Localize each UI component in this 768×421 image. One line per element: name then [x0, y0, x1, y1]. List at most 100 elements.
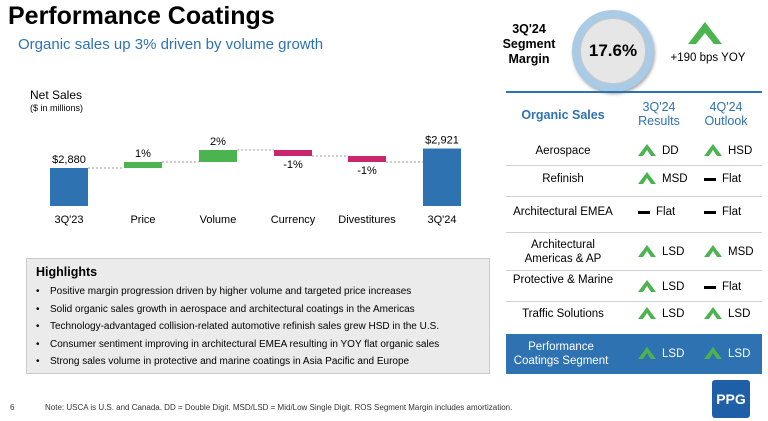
bar-Price — [124, 162, 162, 168]
table-cell-text: HSD — [728, 145, 753, 157]
up-chevron-icon — [638, 244, 656, 260]
table-cell-outlook: MSD — [704, 244, 754, 260]
table-cell-text: MSD — [728, 246, 754, 258]
table-cell-outlook: Flat — [704, 204, 741, 220]
ppg-logo: PPG — [712, 380, 750, 418]
bar-Currency — [274, 150, 312, 156]
category-label: Divestitures — [338, 214, 396, 226]
bullet-icon: • — [36, 338, 40, 350]
table-row-name: Protective & Marine — [512, 274, 614, 286]
table-row-name: Performance Coatings Segment — [513, 341, 609, 367]
up-chevron-icon — [704, 346, 722, 362]
table-cell-text: Flat — [656, 206, 676, 218]
table-cell-text: Flat — [722, 206, 742, 218]
up-chevron-icon — [704, 244, 722, 260]
row-divider — [506, 195, 762, 197]
bar-3Q'23 — [50, 168, 88, 206]
table-row-name: Traffic Solutions — [522, 308, 604, 320]
organic-sales-header: Organic Sales — [521, 108, 605, 122]
up-chevron-icon — [638, 143, 656, 159]
row-divider — [506, 232, 762, 233]
bullet-icon: • — [36, 356, 40, 367]
up-chevron-icon — [638, 346, 656, 362]
table-cell-text: DD — [662, 145, 679, 157]
up-chevron-icon — [638, 171, 656, 187]
table-cell-text: LSD — [662, 281, 685, 293]
table-row-name: Refinish — [542, 173, 584, 185]
table-cell-text: Flat — [722, 281, 742, 293]
table-cell-text: LSD — [662, 246, 685, 258]
page-title: Performance Coatings — [8, 2, 275, 30]
highlight-text: Strong sales volume in protective and ma… — [50, 356, 410, 367]
chart-subtitle: ($ in millions) — [30, 103, 83, 113]
table-cell-results: LSD — [638, 279, 684, 295]
up-chevron-icon — [688, 22, 722, 44]
data-label: $2,921 — [425, 135, 459, 147]
table-cell-results: MSD — [638, 171, 688, 187]
highlight-text: Consumer sentiment improving in architec… — [50, 338, 440, 350]
table-row-name: Aerospace — [535, 145, 591, 157]
table-cell-outlook: HSD — [704, 143, 752, 159]
up-chevron-icon — [704, 306, 722, 322]
highlights-title: Highlights — [36, 265, 98, 279]
highlight-item: • Technology-advantaged collision-related… — [36, 321, 439, 332]
flat-dash-icon — [638, 210, 650, 214]
up-chevron-icon — [638, 306, 656, 322]
table-cell-outlook: LSD — [704, 346, 750, 362]
table-cell-outlook: Flat — [704, 171, 741, 187]
flat-dash-icon — [704, 210, 716, 214]
table-cell-text: MSD — [662, 173, 688, 185]
net-sales-waterfall-chart: Net Sales ($ in millions) $2,880 3Q'23 1% P… — [30, 88, 461, 226]
data-label: -1% — [283, 159, 303, 171]
table-header-rule — [506, 91, 762, 93]
outlook-column-header: 4Q'24 Outlook — [704, 100, 748, 128]
up-chevron-icon — [704, 143, 722, 159]
data-label: $2,880 — [52, 154, 86, 166]
up-chevron-icon — [638, 279, 656, 295]
results-column-header: 3Q'24 Results — [638, 100, 680, 128]
margin-yoy-change: +190 bps YOY — [670, 52, 746, 64]
table-cell-text: LSD — [662, 308, 685, 320]
flat-dash-icon — [704, 285, 716, 289]
flat-dash-icon — [704, 177, 716, 181]
category-label: 3Q'23 — [54, 214, 83, 226]
highlight-item: • Consumer sentiment improving in archite… — [36, 339, 439, 350]
row-divider — [506, 269, 762, 271]
highlights-box — [26, 258, 490, 374]
segment-margin-label: 3Q'24 Segment Margin — [502, 22, 556, 66]
segment-margin-value: 17.6% — [580, 18, 646, 84]
bullet-icon: • — [36, 286, 40, 297]
segment-total-row — [506, 334, 762, 374]
bar-Divestitures — [348, 156, 386, 162]
highlight-text: Solid organic sales growth in aerospace … — [50, 303, 415, 315]
category-label: Currency — [271, 214, 316, 226]
page-subtitle: Organic sales up 3% driven by volume gro… — [18, 36, 324, 53]
bullet-icon: • — [36, 321, 40, 332]
table-cell-results: LSD — [638, 306, 684, 322]
highlight-item: • Strong sales volume in protective and m… — [36, 356, 409, 367]
category-label: Volume — [200, 214, 237, 226]
chart-title: Net Sales — [30, 88, 82, 102]
highlight-item: • Solid organic sales growth in aerospace… — [36, 304, 415, 315]
footnote: Note: USCA is U.S. and Canada. DD = Doub… — [45, 403, 513, 412]
highlight-text: Technology-advantaged collision-related … — [50, 321, 440, 332]
table-cell-results: DD — [638, 143, 679, 159]
data-label: 1% — [135, 148, 151, 160]
category-label: 3Q'24 — [427, 214, 456, 226]
table-cell-text: LSD — [728, 308, 751, 320]
table-cell-results: LSD — [638, 244, 684, 260]
row-divider — [506, 300, 762, 302]
table-cell-results: Flat — [638, 204, 675, 220]
table-row-name: Architectural EMEA — [513, 206, 613, 218]
data-label: -1% — [357, 165, 377, 177]
table-row-name: Architectural Americas & AP — [524, 239, 602, 265]
bar-Volume — [199, 150, 237, 162]
table-cell-results: LSD — [638, 346, 684, 362]
bar-3Q'24 — [423, 148, 461, 206]
table-cell-outlook: Flat — [704, 279, 741, 295]
table-cell-text: Flat — [722, 173, 742, 185]
category-label: Price — [130, 214, 155, 226]
highlight-text: Positive margin progression driven by hi… — [50, 286, 412, 297]
row-divider — [506, 165, 762, 166]
table-cell-outlook: LSD — [704, 306, 750, 322]
